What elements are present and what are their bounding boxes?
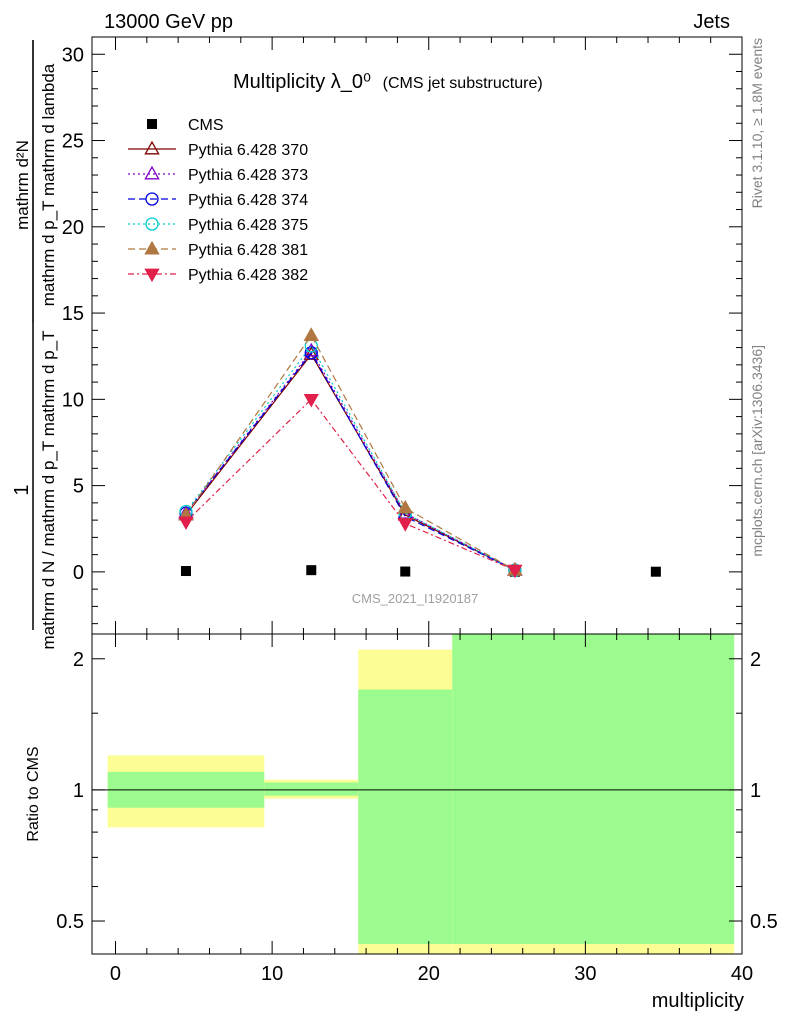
series-p370 xyxy=(178,346,523,576)
series-line-p370 xyxy=(185,353,516,571)
ratio-y-tick-label: 1 xyxy=(73,780,84,802)
series-line-p382 xyxy=(185,398,516,571)
ratio-y-tick-label-right: 0.5 xyxy=(750,911,778,933)
data-point-p373 xyxy=(303,342,319,357)
x-axis-label: multiplicity xyxy=(652,990,744,1012)
series-line-p381 xyxy=(185,334,516,571)
x-tick-label: 40 xyxy=(731,963,753,985)
legend-item-p370: Pythia 6.428 370 xyxy=(128,140,308,159)
series-line-p373 xyxy=(185,349,516,571)
mcplots-label: mcplots.cern.ch [arXiv:1306.3436] xyxy=(749,345,765,557)
y-label-denominator: mathrm d p_T mathrm d lambda xyxy=(39,63,58,306)
legend-item-cms: CMS xyxy=(147,117,224,134)
x-tick-label: 10 xyxy=(261,963,283,985)
analysis-label: CMS_2021_I1920187 xyxy=(352,591,479,606)
legend-item-p381: Pythia 6.428 381 xyxy=(128,240,308,259)
data-point-p382 xyxy=(507,564,523,579)
legend-item-p382: Pythia 6.428 382 xyxy=(128,267,308,284)
legend-label: Pythia 6.428 375 xyxy=(188,217,308,234)
data-point-cms xyxy=(400,566,411,577)
series-line-p374 xyxy=(185,351,516,571)
ratio-ticks: 0.5 0.51 12 20 10 20 30 40 xyxy=(56,634,778,985)
data-point-cms xyxy=(180,566,191,577)
legend-item-p374: Pythia 6.428 374 xyxy=(128,192,308,209)
legend-marker-cms xyxy=(147,119,157,129)
legend-label: Pythia 6.428 374 xyxy=(188,192,308,209)
data-point-p381 xyxy=(303,327,319,341)
legend-item-p375: Pythia 6.428 375 xyxy=(128,217,308,234)
main-series xyxy=(178,327,661,579)
legend-label: Pythia 6.428 382 xyxy=(188,267,308,284)
series-p373 xyxy=(178,342,523,576)
y-label-prefix: mathrm d N / mathrm d p_T mathrm d p_T xyxy=(39,331,58,650)
series-p374 xyxy=(179,346,522,577)
legend-label: Pythia 6.428 381 xyxy=(188,242,308,259)
main-y-ticks: 0 5 10 15 20 25 30 xyxy=(62,36,743,634)
ratio-y-tick-label: 2 xyxy=(73,649,84,671)
y-label-numerator: mathrm d²N xyxy=(13,140,32,230)
legend-label: Pythia 6.428 373 xyxy=(188,167,308,184)
data-point-p382 xyxy=(397,518,413,532)
y-tick-label: 0 xyxy=(73,562,84,584)
x-tick-label: 20 xyxy=(418,963,440,985)
legend-marker-p375 xyxy=(145,217,159,231)
main-y-label: 1 mathrm d N / mathrm d p_T mathrm d p_T… xyxy=(11,40,58,650)
ratio-y-tick-label-right: 1 xyxy=(750,780,761,802)
ratio-bands xyxy=(107,634,735,954)
header-right: Jets xyxy=(693,11,730,33)
ratio-y-tick-label: 0.5 xyxy=(56,911,84,933)
data-point-p382 xyxy=(303,393,319,408)
data-point-p381 xyxy=(397,499,413,514)
rivet-label: Rivet 3.1.10, ≥ 1.8M events xyxy=(749,38,765,208)
x-tick-label: 0 xyxy=(110,963,121,985)
plot-subtitle: (CMS jet substructure) xyxy=(383,75,543,92)
y-tick-label: 30 xyxy=(62,44,84,66)
y-tick-label: 25 xyxy=(62,131,84,153)
y-label-numerator-top: 1 xyxy=(11,484,33,495)
ratio-plot: 0.5 0.51 12 20 10 20 30 40 Ratio to CMS multipl… xyxy=(25,633,778,1012)
legend-item-p373: Pythia 6.428 373 xyxy=(128,165,308,184)
ratio-plot-frame xyxy=(91,633,743,955)
plot-title-main: Multiplicity λ_0⁰ xyxy=(233,71,371,93)
y-tick-label: 15 xyxy=(62,303,84,325)
y-tick-label: 10 xyxy=(62,389,84,411)
data-point-cms xyxy=(650,566,661,577)
legend-label: Pythia 6.428 370 xyxy=(188,142,308,159)
y-tick-label: 5 xyxy=(73,476,84,498)
ratio-band-inner xyxy=(452,634,735,944)
x-tick-label: 30 xyxy=(574,963,596,985)
ratio-band-inner xyxy=(358,689,453,944)
series-line-p375 xyxy=(185,344,516,571)
header-left: 13000 GeV pp xyxy=(104,11,233,33)
legend-label: CMS xyxy=(188,117,224,134)
legend-marker-p374 xyxy=(145,192,159,206)
ratio-y-label: Ratio to CMS xyxy=(25,746,42,841)
series-p382 xyxy=(178,393,523,579)
y-tick-label: 20 xyxy=(62,217,84,239)
series-cms xyxy=(180,565,661,577)
data-point-p382 xyxy=(178,516,194,530)
data-point-cms xyxy=(306,565,317,576)
main-plot: 0 5 10 15 20 25 30 Multiplicity λ_0⁰ (CMS jet … xyxy=(62,36,743,635)
legend-marker-p370 xyxy=(144,140,160,155)
ratio-band-inner xyxy=(264,782,359,796)
legend-marker-p381 xyxy=(144,240,160,255)
legend: CMS Pythia 6.428 370 Pythia 6.428 373 Pythi… xyxy=(128,117,308,284)
plot-title: Multiplicity λ_0⁰ (CMS jet substructure) xyxy=(233,71,543,93)
legend-marker-p382 xyxy=(144,268,160,283)
ratio-y-tick-label-right: 2 xyxy=(750,649,761,671)
legend-marker-p373 xyxy=(144,165,160,180)
